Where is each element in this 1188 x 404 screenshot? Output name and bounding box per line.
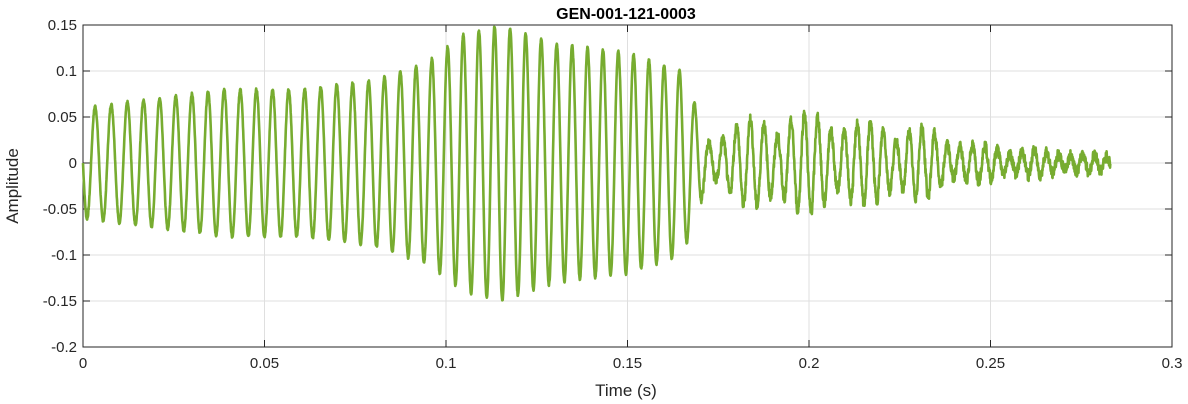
- y-tick-label: -0.1: [51, 247, 77, 264]
- series-line: [81, 25, 1112, 302]
- x-tick-label: 0: [79, 355, 87, 372]
- y-tick-label: -0.15: [43, 293, 77, 310]
- series-layer: [81, 25, 1112, 302]
- y-tick-label: 0.1: [56, 63, 77, 80]
- y-tick-label: 0.15: [48, 17, 77, 34]
- y-tick-label: -0.2: [51, 339, 77, 356]
- x-tick-label: 0.1: [436, 355, 457, 372]
- ticks: 0 0.05 0.1 0.15 0.2 0.25 0.3 -0.2 -0.15 -0.1 -0.05…: [43, 17, 1183, 372]
- chart-title: GEN-001-121-0003: [556, 6, 696, 23]
- x-axis-label: Time (s): [595, 381, 657, 400]
- x-tick-label: 0.2: [799, 355, 820, 372]
- x-tick-label: 0.3: [1162, 355, 1183, 372]
- x-tick-label: 0.15: [613, 355, 642, 372]
- y-tick-label: -0.05: [43, 201, 77, 218]
- grid: [82, 24, 1173, 348]
- y-axis-label: Amplitude: [3, 148, 22, 224]
- y-tick-label: 0.05: [48, 109, 77, 126]
- y-tick-label: 0: [69, 155, 77, 172]
- x-tick-label: 0.05: [250, 355, 279, 372]
- x-tick-label: 0.25: [976, 355, 1005, 372]
